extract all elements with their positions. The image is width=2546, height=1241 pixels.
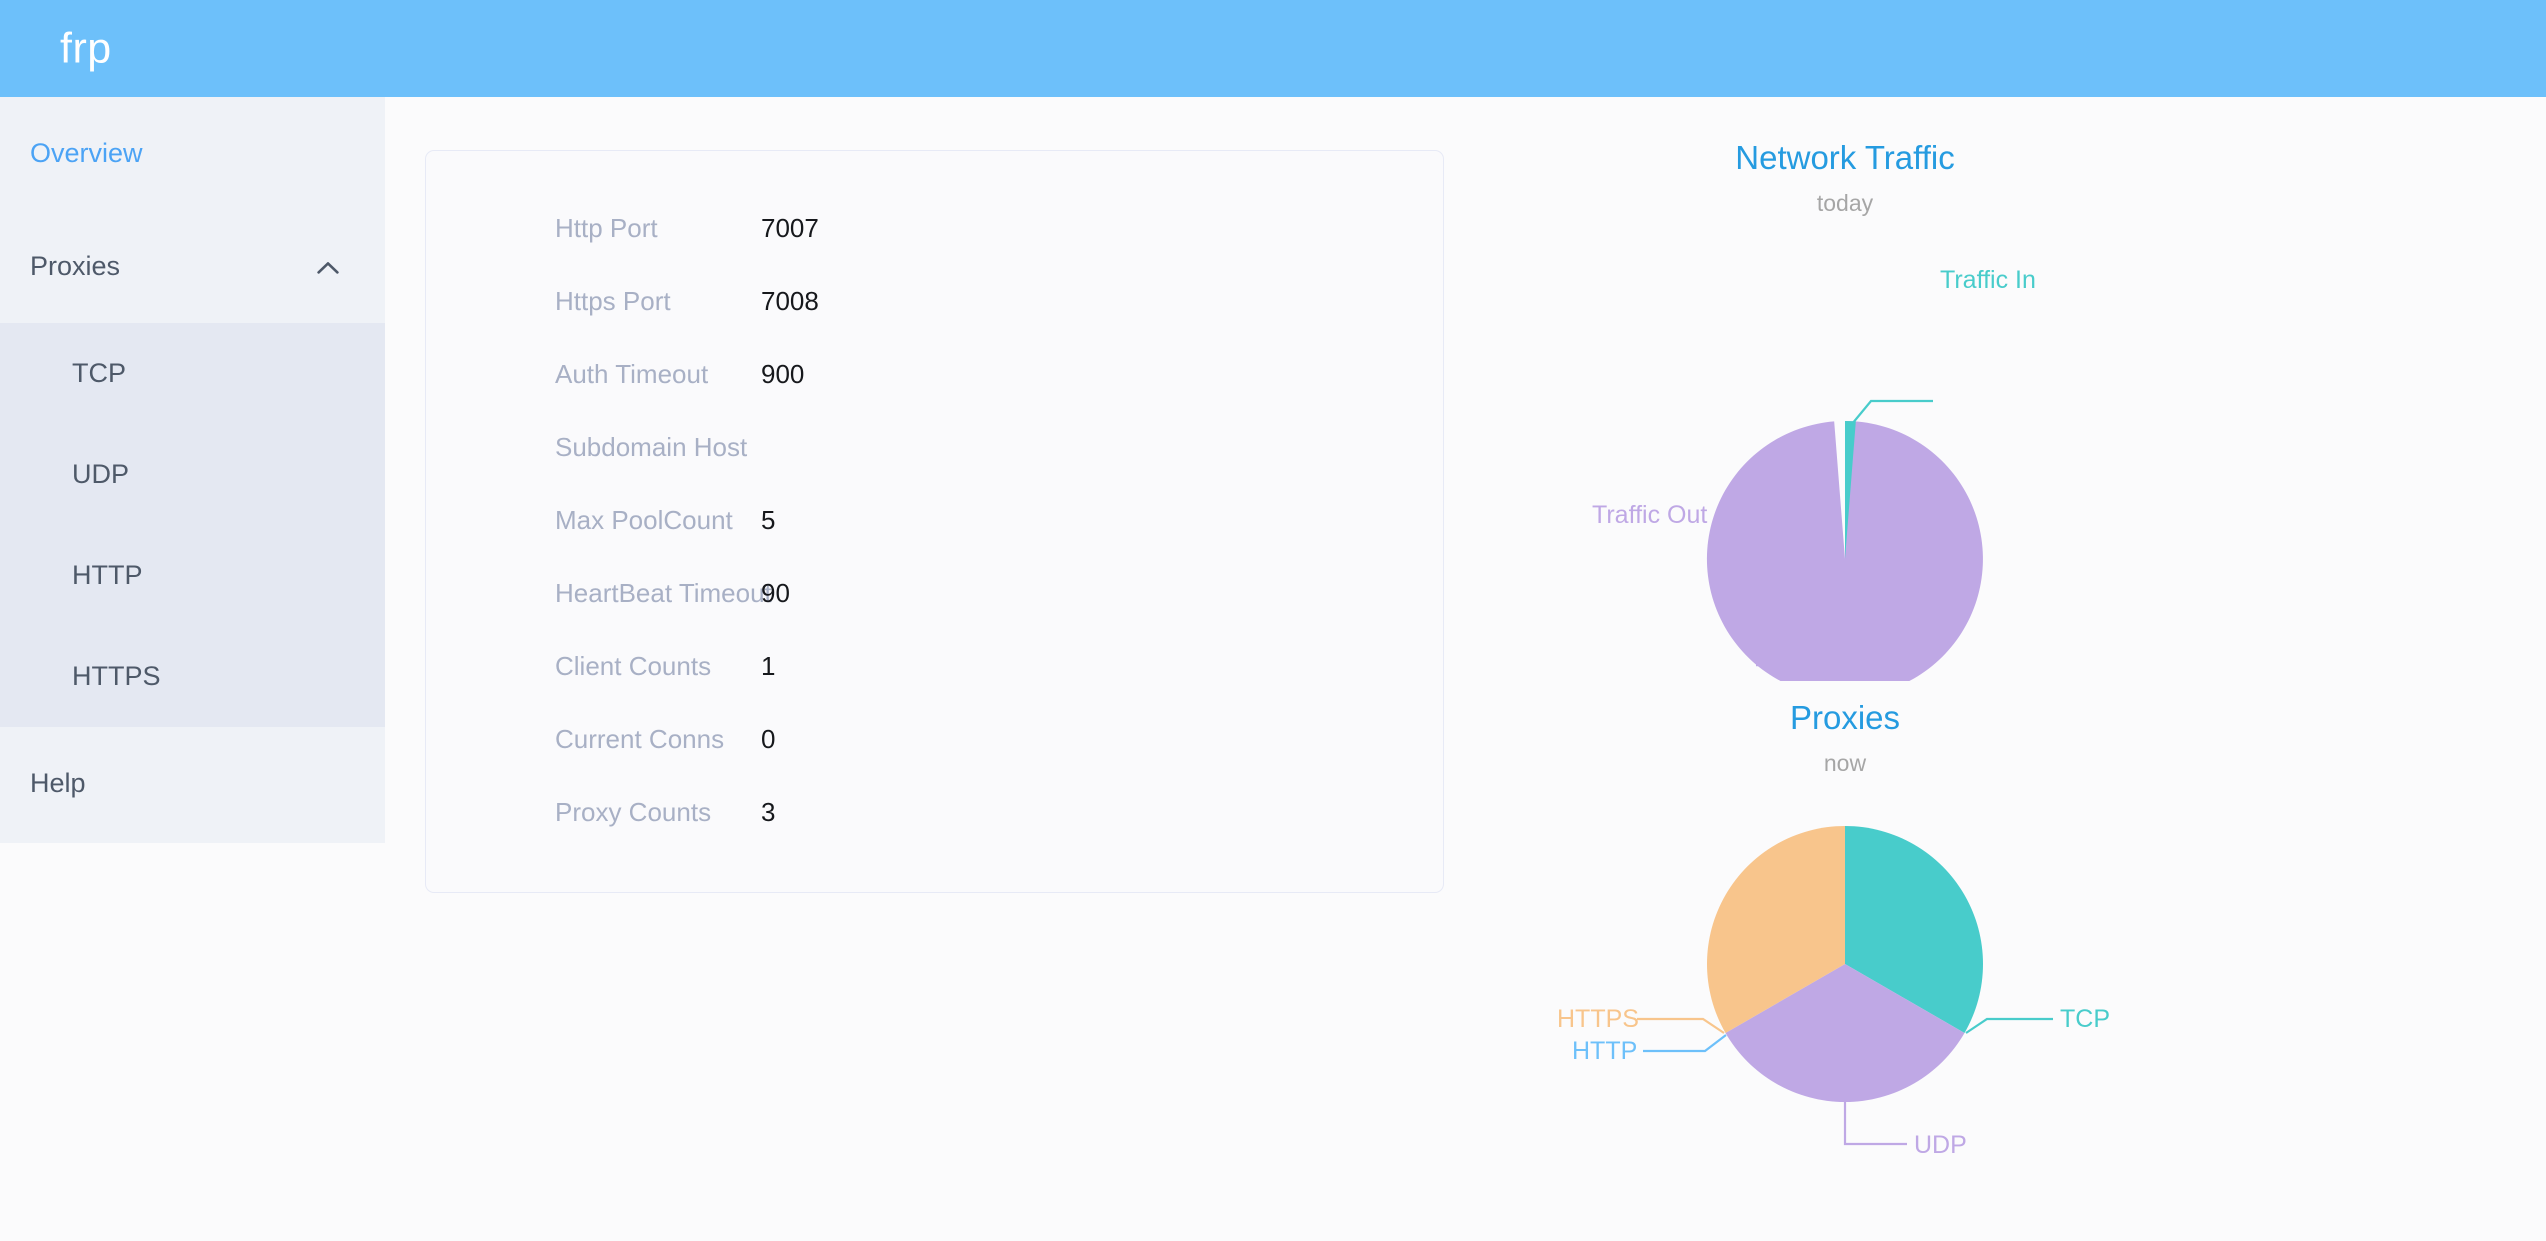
row-label-subdomain-host: Subdomain Host: [555, 432, 748, 462]
row-label-current-conns: Current Conns: [555, 724, 725, 754]
proxies-subtitle: now: [1823, 750, 1867, 777]
callout-line-tcp: [1965, 1018, 2053, 1035]
table-row: Max PoolCount 5: [426, 505, 1443, 578]
network-traffic-title: Network Traffic: [1735, 139, 1955, 176]
callout-line-udp: [1843, 1102, 1907, 1146]
row-label-https-port: Https Port: [555, 286, 671, 316]
pie-slice-traffic-out[interactable]: [1706, 421, 1983, 682]
table-row: Client Counts 1: [426, 651, 1443, 724]
pie-label-http[interactable]: HTTP: [1572, 1037, 1638, 1066]
table-row: Http Port 7007: [426, 213, 1443, 286]
row-label-http-port: Http Port: [555, 213, 658, 243]
pie-label-traffic-in[interactable]: Traffic In: [1940, 266, 2036, 295]
pie-slice-traffic-in[interactable]: [1845, 421, 1856, 560]
pie-label-udp[interactable]: UDP: [1914, 1131, 1967, 1160]
row-value-max-poolcount: 5: [761, 505, 776, 535]
proxies-title: Proxies: [1789, 699, 1901, 736]
proxies-chart: Proxies now: [1500, 699, 2190, 1234]
pie-slice-tcp[interactable]: [1845, 826, 1983, 1034]
callout-line-https: [1637, 1018, 1725, 1035]
sidebar-submenu-proxies: TCP UDP HTTP HTTPS: [0, 323, 385, 727]
pie-label-traffic-out[interactable]: Traffic Out: [1592, 501, 1708, 530]
row-label-client-counts: Client Counts: [555, 651, 712, 681]
row-value-https-port: 7008: [761, 286, 819, 316]
sidebar-navigation: Overview Proxies TCP UDP HTTP HTTPS Help: [0, 97, 385, 843]
table-row: HeartBeat Timeout 90: [426, 578, 1443, 651]
network-traffic-chart: Network Traffic today Traffic In Traffic…: [1500, 139, 2190, 700]
sidebar-item-proxies[interactable]: Proxies: [0, 210, 385, 323]
proxies-pie: TCP UDP HTTP HTTPS: [1500, 811, 2190, 1241]
sidebar-item-https-label: HTTPS: [72, 661, 161, 691]
row-label-max-poolcount: Max PoolCount: [555, 505, 733, 535]
row-value-auth-timeout: 900: [761, 359, 805, 389]
sidebar-item-help-label: Help: [30, 768, 86, 798]
chevron-up-icon[interactable]: [317, 261, 339, 283]
row-label-heartbeat-timeout: HeartBeat Timeout: [555, 578, 772, 608]
network-traffic-subtitle: today: [1816, 190, 1874, 217]
sidebar-item-overview[interactable]: Overview: [0, 97, 385, 210]
sidebar-item-help[interactable]: Help: [0, 727, 385, 840]
pie-label-tcp[interactable]: TCP: [2060, 1005, 2110, 1034]
app-brand-logo[interactable]: frp: [60, 24, 112, 72]
row-value-client-counts: 1: [761, 651, 776, 681]
pie-slice-udp[interactable]: [1725, 964, 1965, 1103]
pie-slice-https[interactable]: [1707, 826, 1845, 1034]
row-label-proxy-counts: Proxy Counts: [555, 797, 712, 827]
table-row: Current Conns 0: [426, 724, 1443, 797]
callout-line-traffic-in: [1851, 400, 1933, 425]
callout-line-http: [1643, 1034, 1727, 1053]
row-value-heartbeat-timeout: 90: [761, 578, 790, 608]
sidebar-item-tcp-label: TCP: [72, 358, 126, 388]
pie-label-https[interactable]: HTTPS: [1557, 1005, 1639, 1034]
sidebar-item-tcp[interactable]: TCP: [0, 323, 385, 424]
row-value-current-conns: 0: [761, 724, 776, 754]
server-info-table: Http Port 7007 Https Port 7008 Auth Time…: [426, 151, 1443, 870]
sidebar-item-udp-label: UDP: [72, 459, 130, 489]
table-row: Proxy Counts 3: [426, 797, 1443, 870]
app-header: frp: [0, 0, 2546, 97]
network-traffic-pie: Traffic In Traffic Out: [1500, 251, 2190, 682]
row-value-http-port: 7007: [761, 213, 819, 243]
table-row: Auth Timeout 900: [426, 359, 1443, 432]
sidebar-item-https[interactable]: HTTPS: [0, 626, 385, 727]
sidebar-item-proxies-label: Proxies: [30, 251, 121, 281]
row-value-proxy-counts: 3: [761, 797, 776, 827]
sidebar-item-http-label: HTTP: [72, 560, 143, 590]
row-label-auth-timeout: Auth Timeout: [555, 359, 709, 389]
sidebar-item-overview-label: Overview: [30, 138, 143, 168]
callout-line-traffic-out: [1756, 664, 1830, 682]
table-row: Subdomain Host: [426, 432, 1443, 505]
sidebar-item-udp[interactable]: UDP: [0, 424, 385, 525]
server-info-card: Http Port 7007 Https Port 7008 Auth Time…: [425, 150, 1444, 893]
table-row: Https Port 7008: [426, 286, 1443, 359]
sidebar-item-http[interactable]: HTTP: [0, 525, 385, 626]
